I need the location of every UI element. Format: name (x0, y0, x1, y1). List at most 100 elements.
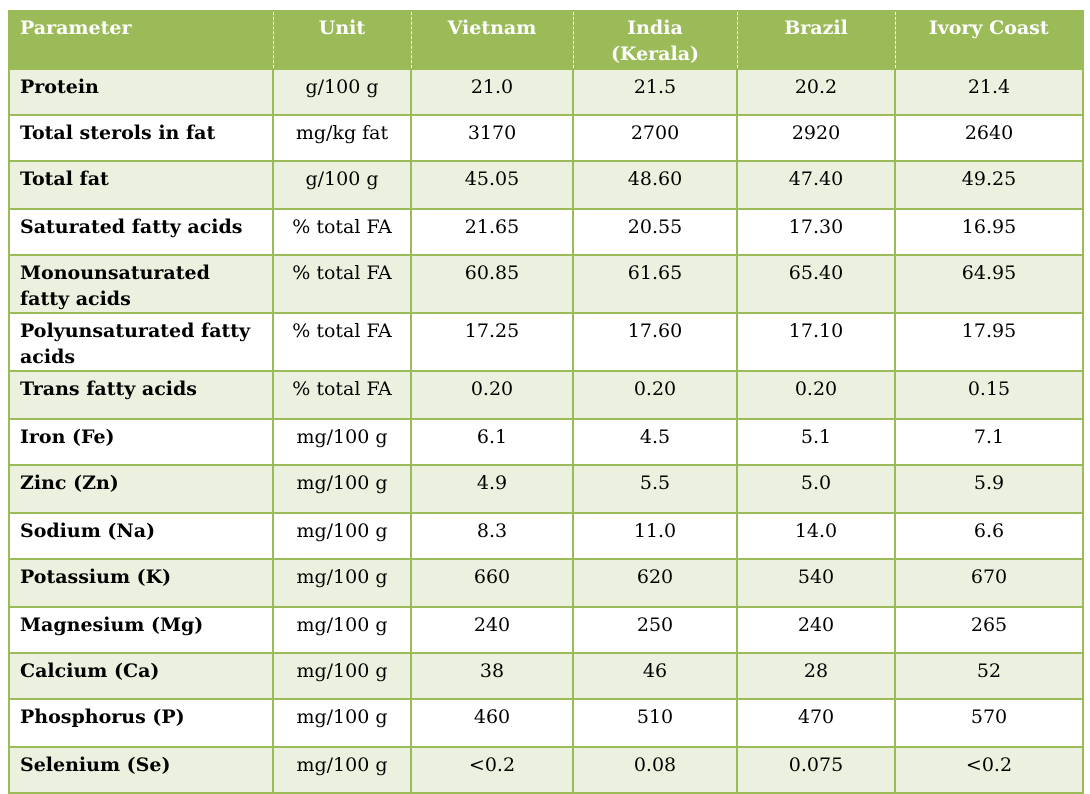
parameter-cell: Iron (Fe) (8, 418, 274, 466)
unit-cell: % total FA (272, 370, 412, 420)
vietnam-value-cell: 45.05 (410, 160, 574, 210)
brazil-value-cell: 65.40 (736, 254, 896, 314)
unit-cell: mg/100 g (272, 606, 412, 654)
table-container: Parameter Unit Vietnam India (Kerala) Br… (8, 10, 1084, 794)
vietnam-value-cell: 38 (410, 652, 574, 700)
india-value-cell: 0.20 (572, 370, 738, 420)
unit-cell: mg/100 g (272, 464, 412, 514)
vietnam-value-cell: 8.3 (410, 512, 574, 560)
unit-cell: mg/100 g (272, 418, 412, 466)
header-brazil: Brazil (736, 10, 896, 70)
table-row: Potassium (K) mg/100 g 660 620 540 670 (8, 558, 1084, 608)
vietnam-value-cell: 4.9 (410, 464, 574, 514)
brazil-value-cell: 0.20 (736, 370, 896, 420)
vietnam-value-cell: 460 (410, 698, 574, 748)
india-value-cell: 0.08 (572, 746, 738, 794)
table-row: Protein g/100 g 21.0 21.5 20.2 21.4 (8, 68, 1084, 116)
brazil-value-cell: 2920 (736, 114, 896, 162)
brazil-value-cell: 5.1 (736, 418, 896, 466)
vietnam-value-cell: 17.25 (410, 312, 574, 372)
table-body: Protein g/100 g 21.0 21.5 20.2 21.4 Total ster… (8, 68, 1084, 794)
vietnam-value-cell: 3170 (410, 114, 574, 162)
parameter-cell: Zinc (Zn) (8, 464, 274, 514)
brazil-value-cell: 47.40 (736, 160, 896, 210)
ivory-coast-value-cell: 2640 (894, 114, 1084, 162)
ivory-coast-value-cell: 16.95 (894, 208, 1084, 256)
table-row: Trans fatty acids% total FA 0.20 0.20 0.20 0… (8, 370, 1084, 420)
parameter-cell: Calcium (Ca) (8, 652, 274, 700)
ivory-coast-value-cell: 17.95 (894, 312, 1084, 372)
header-india-line1: India (627, 17, 683, 39)
india-value-cell: 48.60 (572, 160, 738, 210)
ivory-coast-value-cell: 49.25 (894, 160, 1084, 210)
table-row: Polyunsaturated fatty acids% total FA 17.… (8, 312, 1084, 372)
india-value-cell: 5.5 (572, 464, 738, 514)
header-unit: Unit (272, 10, 412, 70)
brazil-value-cell: 240 (736, 606, 896, 654)
table-row: Selenium (Se) mg/100 g <0.2 0.08 0.075 <0.2 (8, 746, 1084, 794)
ivory-coast-value-cell: 6.6 (894, 512, 1084, 560)
ivory-coast-value-cell: <0.2 (894, 746, 1084, 794)
brazil-value-cell: 0.075 (736, 746, 896, 794)
header-ivory-coast: Ivory Coast (894, 10, 1084, 70)
header-row: Parameter Unit Vietnam India (Kerala) Br… (8, 10, 1084, 70)
unit-cell: mg/100 g (272, 652, 412, 700)
table-row: Phosphorus (P) mg/100 g 460 510 470 570 (8, 698, 1084, 748)
parameter-cell: Trans fatty acids (8, 370, 274, 420)
vietnam-value-cell: 60.85 (410, 254, 574, 314)
brazil-value-cell: 470 (736, 698, 896, 748)
parameter-cell: Polyunsaturated fatty acids (8, 312, 274, 372)
india-value-cell: 4.5 (572, 418, 738, 466)
unit-cell: mg/100 g (272, 512, 412, 560)
vietnam-value-cell: <0.2 (410, 746, 574, 794)
parameter-cell: Protein (8, 68, 274, 116)
table-row: Saturated fatty acids% total FA 21.65 20.5… (8, 208, 1084, 256)
parameter-cell: Potassium (K) (8, 558, 274, 608)
header-india-kerala: India (Kerala) (572, 10, 738, 70)
unit-cell: mg/kg fat (272, 114, 412, 162)
parameter-cell: Monounsaturated fatty acids (8, 254, 274, 314)
header-vietnam: Vietnam (410, 10, 574, 70)
table-row: Sodium (Na) mg/100 g 8.3 11.0 14.0 6.6 (8, 512, 1084, 560)
india-value-cell: 21.5 (572, 68, 738, 116)
brazil-value-cell: 540 (736, 558, 896, 608)
vietnam-value-cell: 21.65 (410, 208, 574, 256)
ivory-coast-value-cell: 5.9 (894, 464, 1084, 514)
ivory-coast-value-cell: 0.15 (894, 370, 1084, 420)
india-value-cell: 2700 (572, 114, 738, 162)
india-value-cell: 620 (572, 558, 738, 608)
ivory-coast-value-cell: 670 (894, 558, 1084, 608)
unit-cell: mg/100 g (272, 746, 412, 794)
ivory-coast-value-cell: 265 (894, 606, 1084, 654)
vietnam-value-cell: 0.20 (410, 370, 574, 420)
parameter-cell: Selenium (Se) (8, 746, 274, 794)
parameter-cell: Total sterols in fat (8, 114, 274, 162)
ivory-coast-value-cell: 52 (894, 652, 1084, 700)
india-value-cell: 20.55 (572, 208, 738, 256)
header-parameter: Parameter (8, 10, 274, 70)
unit-cell: % total FA (272, 208, 412, 256)
vietnam-value-cell: 6.1 (410, 418, 574, 466)
table-row: Monounsaturated fatty acids% total FA 60.… (8, 254, 1084, 314)
vietnam-value-cell: 21.0 (410, 68, 574, 116)
parameter-cell: Total fat (8, 160, 274, 210)
brazil-value-cell: 14.0 (736, 512, 896, 560)
brazil-value-cell: 20.2 (736, 68, 896, 116)
vietnam-value-cell: 660 (410, 558, 574, 608)
nutrition-table: Parameter Unit Vietnam India (Kerala) Br… (8, 10, 1084, 794)
brazil-value-cell: 5.0 (736, 464, 896, 514)
india-value-cell: 11.0 (572, 512, 738, 560)
ivory-coast-value-cell: 570 (894, 698, 1084, 748)
table-row: Total fat g/100 g 45.05 48.60 47.40 49.25 (8, 160, 1084, 210)
unit-cell: g/100 g (272, 160, 412, 210)
table-row: Total sterols in fat mg/kg fat 3170 2700 292… (8, 114, 1084, 162)
table-row: Zinc (Zn) mg/100 g 4.9 5.5 5.0 5.9 (8, 464, 1084, 514)
vietnam-value-cell: 240 (410, 606, 574, 654)
unit-cell: mg/100 g (272, 558, 412, 608)
brazil-value-cell: 17.30 (736, 208, 896, 256)
parameter-cell: Saturated fatty acids (8, 208, 274, 256)
india-value-cell: 250 (572, 606, 738, 654)
brazil-value-cell: 17.10 (736, 312, 896, 372)
ivory-coast-value-cell: 64.95 (894, 254, 1084, 314)
india-value-cell: 61.65 (572, 254, 738, 314)
